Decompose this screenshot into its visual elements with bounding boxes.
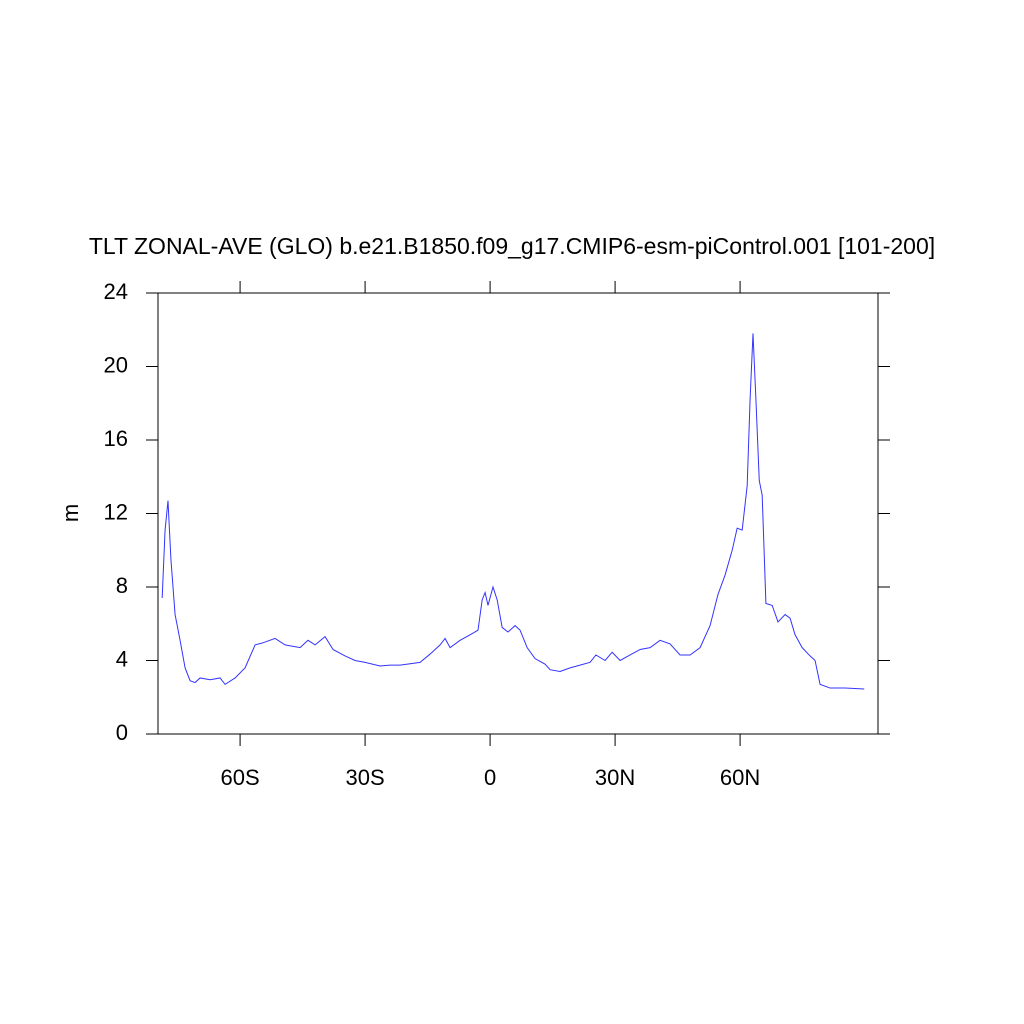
chart-title: TLT ZONAL-AVE (GLO) b.e21.B1850.f09_g17.… [89, 233, 935, 259]
plot-frame [157, 292, 879, 735]
y-tick-label: 4 [116, 646, 128, 671]
data-line [161, 333, 865, 690]
y-tick-label: 0 [116, 720, 128, 745]
x-tick-label: 60N [720, 765, 760, 790]
y-tick-label: 8 [116, 573, 128, 598]
y-tick-label: 24 [104, 279, 128, 304]
y-tick-label: 16 [104, 426, 128, 451]
x-tick-label: 0 [484, 765, 496, 790]
x-tick-label: 30N [595, 765, 635, 790]
y-tick-label: 20 [104, 352, 128, 377]
x-tick-label: 30S [346, 765, 385, 790]
y-axis-label: m [58, 504, 83, 522]
x-tick-label: 60S [221, 765, 260, 790]
y-tick-label: 12 [104, 499, 128, 524]
